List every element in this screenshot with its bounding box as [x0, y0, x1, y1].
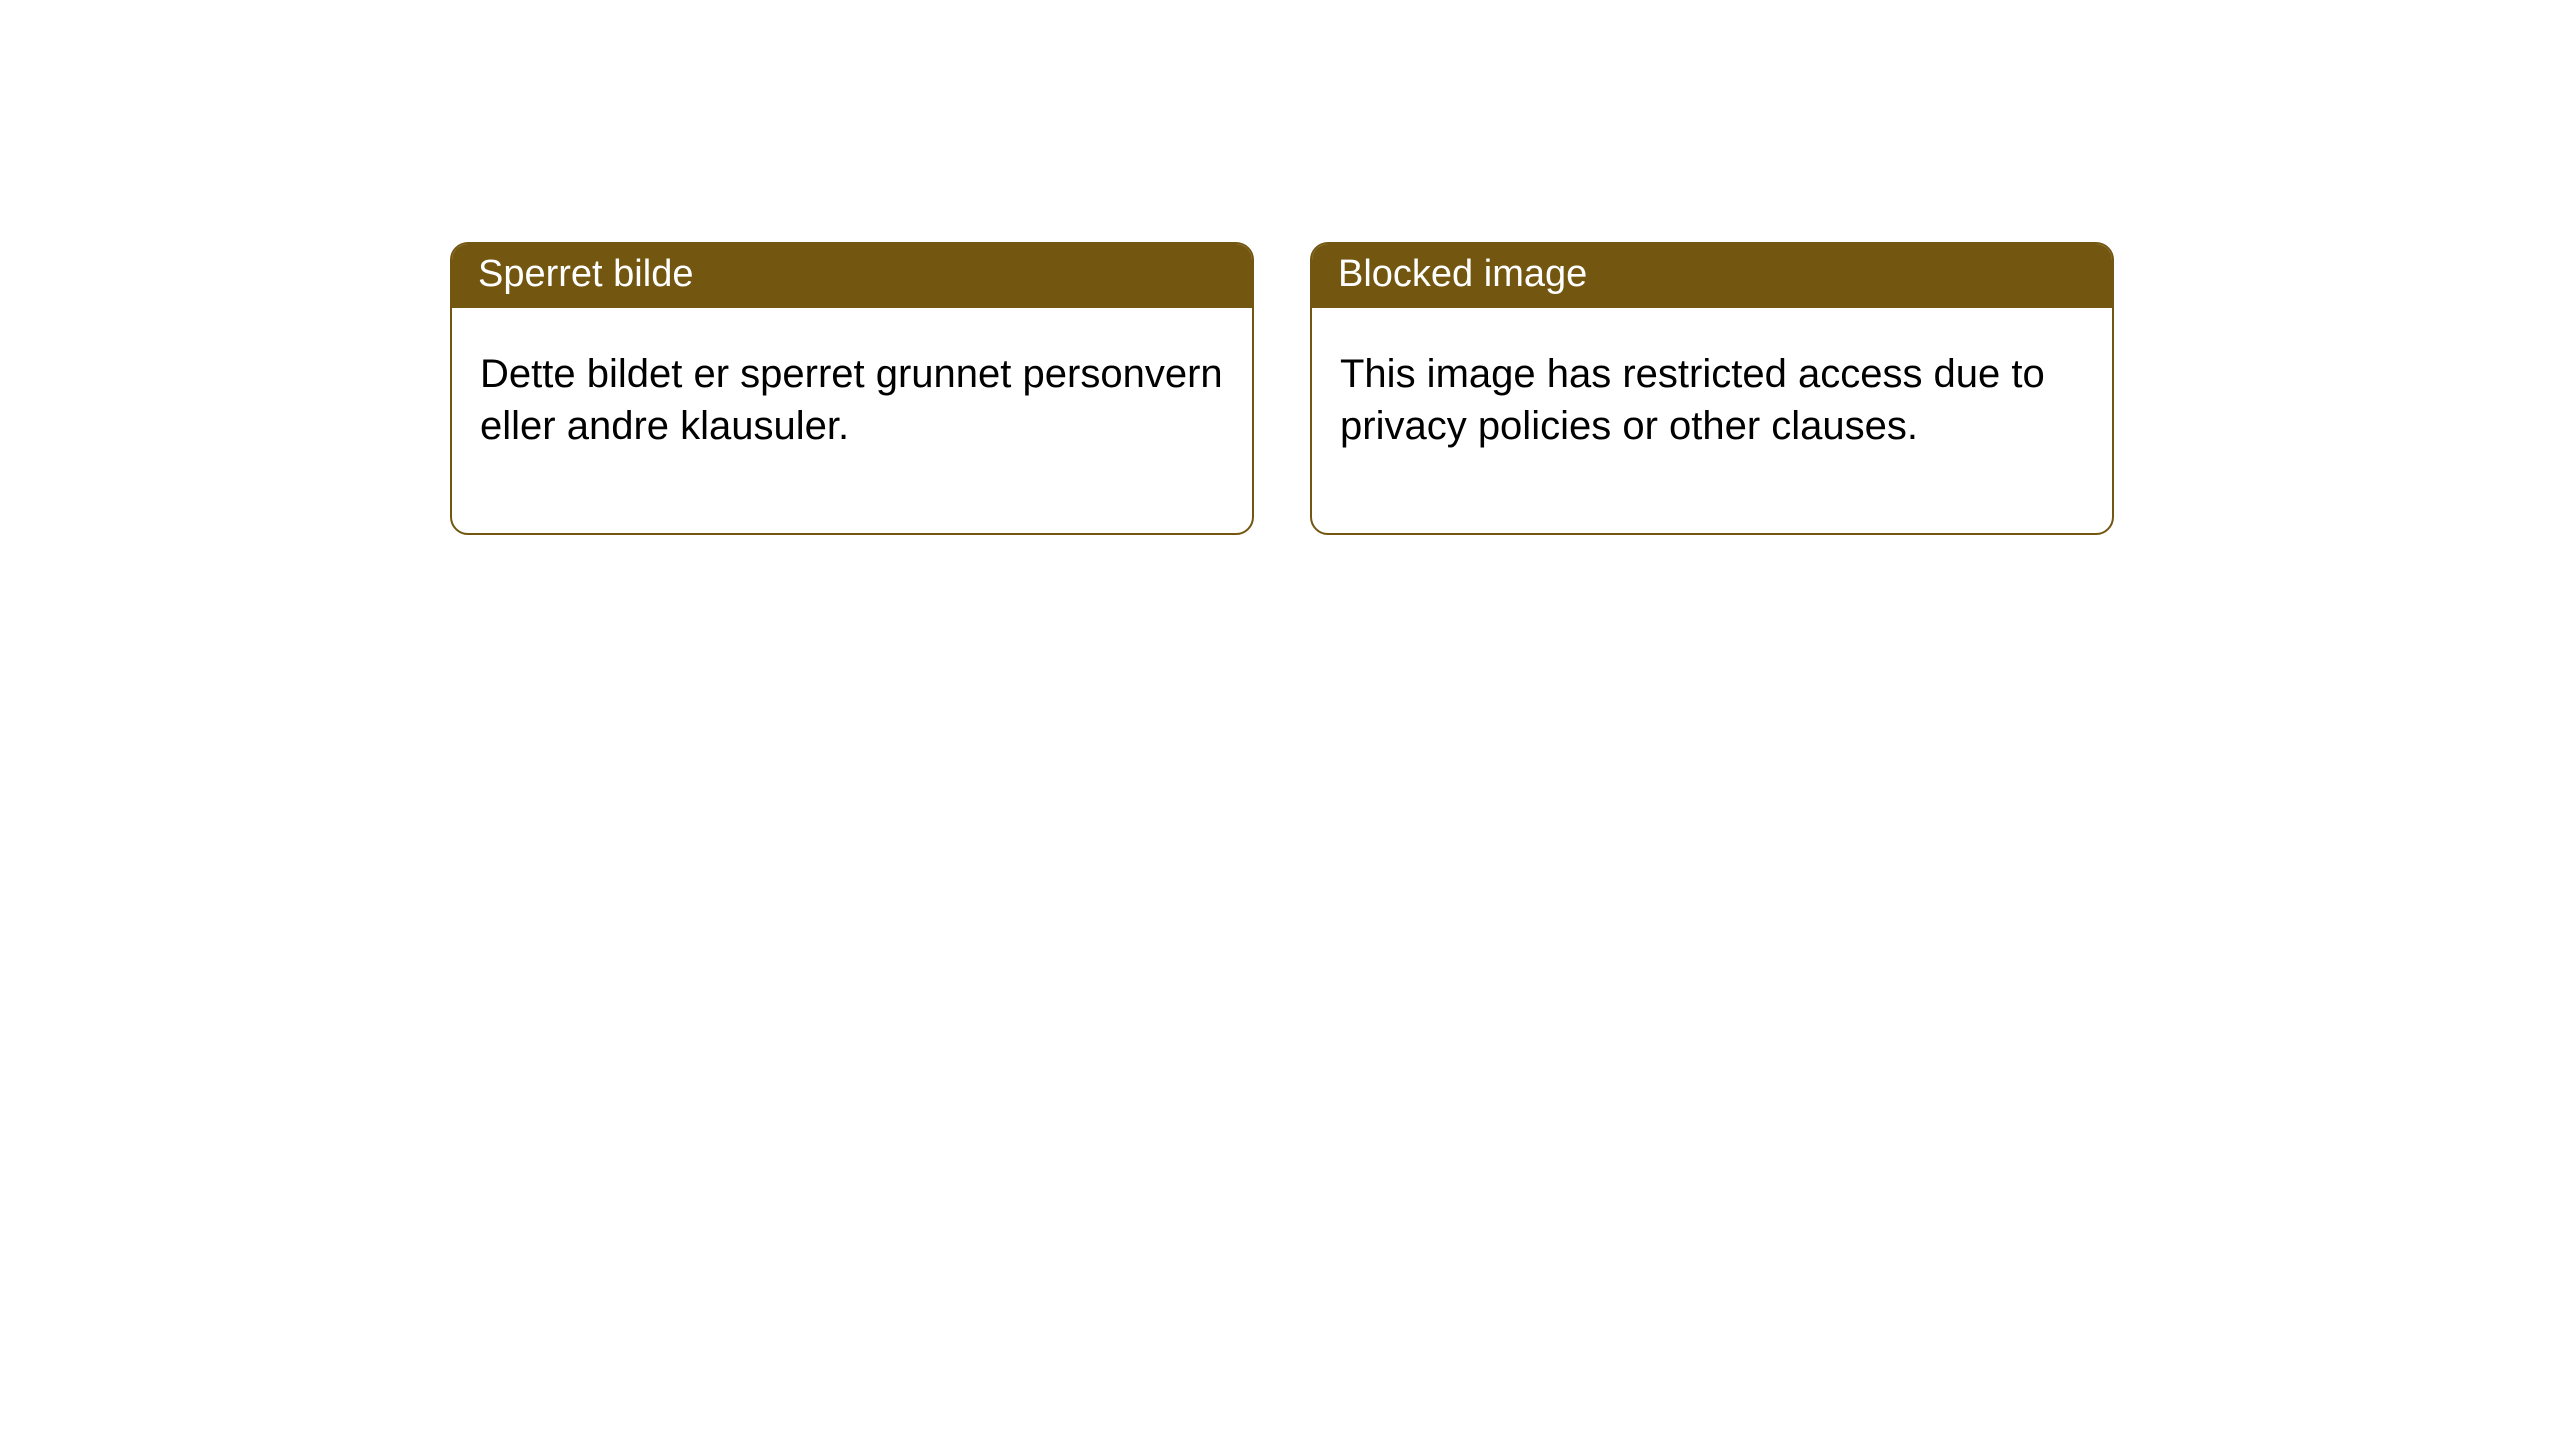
notice-box-english: Blocked image This image has restricted … [1310, 242, 2114, 535]
notice-title: Blocked image [1338, 253, 1587, 295]
notice-body: This image has restricted access due to … [1312, 308, 2112, 534]
notice-container: Sperret bilde Dette bildet er sperret gr… [450, 242, 2114, 535]
notice-header: Sperret bilde [452, 244, 1252, 308]
notice-title: Sperret bilde [478, 253, 693, 295]
notice-header: Blocked image [1312, 244, 2112, 308]
notice-box-norwegian: Sperret bilde Dette bildet er sperret gr… [450, 242, 1254, 535]
notice-body: Dette bildet er sperret grunnet personve… [452, 308, 1252, 534]
notice-body-text: This image has restricted access due to … [1340, 352, 2045, 449]
notice-body-text: Dette bildet er sperret grunnet personve… [480, 352, 1223, 449]
